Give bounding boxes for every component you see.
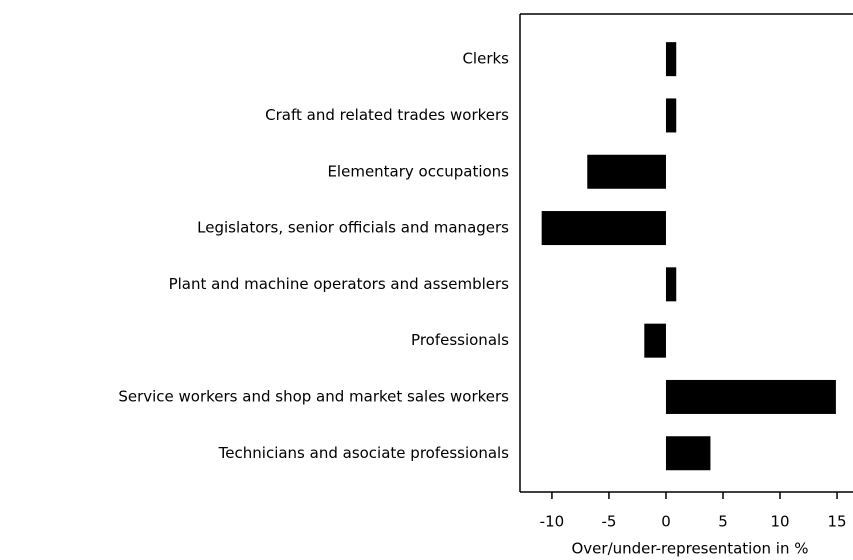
y-tick-label: Clerks — [462, 50, 509, 68]
bar — [665, 379, 836, 414]
bar — [665, 436, 711, 471]
x-tick-label: -5 — [601, 513, 616, 531]
y-tick-label: Professionals — [411, 331, 509, 349]
y-tick-label: Service workers and shop and market sale… — [118, 387, 509, 405]
x-tick-label: 0 — [661, 513, 671, 531]
y-tick-label: Technicians and asociate professionals — [218, 444, 510, 462]
bar — [587, 154, 666, 189]
y-tick-label: Craft and related trades workers — [265, 106, 509, 124]
x-tick-label: 15 — [827, 513, 846, 531]
bar — [665, 98, 677, 133]
y-tick-label: Elementary occupations — [327, 162, 509, 180]
bar — [665, 267, 677, 302]
bar — [665, 42, 677, 77]
bar — [644, 323, 666, 358]
y-tick-label: Plant and machine operators and assemble… — [169, 275, 510, 293]
x-tick-label: 10 — [770, 513, 789, 531]
x-axis-label: Over/under-representation in % — [572, 540, 809, 558]
y-tick-label: Legislators, senior officials and manage… — [197, 219, 509, 237]
bar — [541, 211, 666, 246]
x-tick-label: 5 — [718, 513, 728, 531]
x-tick-label: -10 — [540, 513, 565, 531]
